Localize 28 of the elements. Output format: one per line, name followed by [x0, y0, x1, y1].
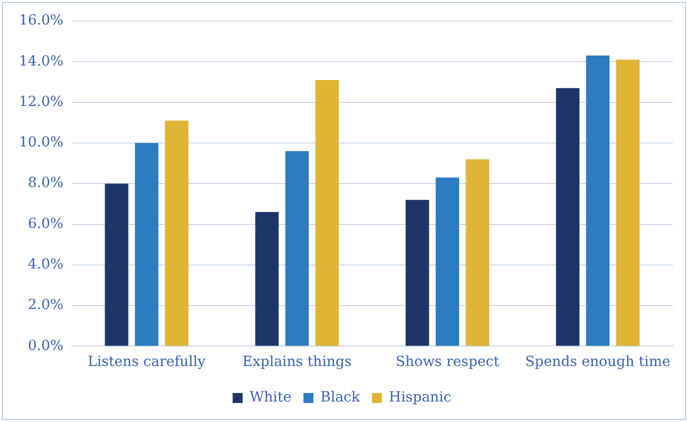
bar — [436, 178, 460, 346]
x-tick-label: Spends enough time — [525, 354, 670, 370]
y-tick-label: 8.0% — [28, 175, 64, 192]
bar — [104, 184, 128, 346]
y-tick-label: 0.0% — [28, 338, 64, 354]
y-tick-label: 14.0% — [18, 53, 64, 70]
bar — [315, 80, 339, 346]
y-tick-label: 12.0% — [18, 94, 64, 110]
legend-label: White — [250, 390, 292, 406]
bar — [556, 88, 580, 346]
bar — [285, 151, 309, 346]
x-tick-label: Explains things — [242, 354, 352, 370]
bar — [255, 212, 279, 346]
y-tick-label: 16.0% — [18, 12, 64, 29]
bar — [616, 60, 640, 346]
bar — [134, 142, 158, 346]
bar — [466, 159, 490, 346]
legend-label: Hispanic — [388, 390, 452, 406]
x-tick-label: Listens carefully — [88, 354, 206, 370]
y-tick-label: 10.0% — [18, 134, 64, 151]
bar — [586, 56, 610, 346]
bar — [165, 120, 188, 346]
legend-label: Black — [320, 390, 360, 406]
x-tick-label: Shows respect — [396, 354, 500, 370]
y-tick-label: 6.0% — [28, 216, 64, 232]
bar — [406, 200, 430, 346]
y-tick-label: 2.0% — [28, 297, 64, 314]
y-tick-label: 4.0% — [28, 256, 64, 273]
